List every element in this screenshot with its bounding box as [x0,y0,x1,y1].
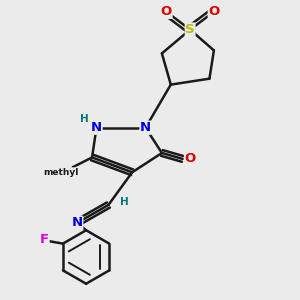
Text: F: F [40,233,49,246]
Text: O: O [184,152,196,165]
Text: S: S [185,23,195,36]
Text: methyl: methyl [43,168,79,177]
Text: N: N [72,216,83,229]
Text: O: O [161,5,172,18]
Text: H: H [120,197,129,207]
Text: H: H [80,114,88,124]
Text: N: N [91,121,102,134]
Text: N: N [140,121,151,134]
Text: O: O [208,5,220,18]
